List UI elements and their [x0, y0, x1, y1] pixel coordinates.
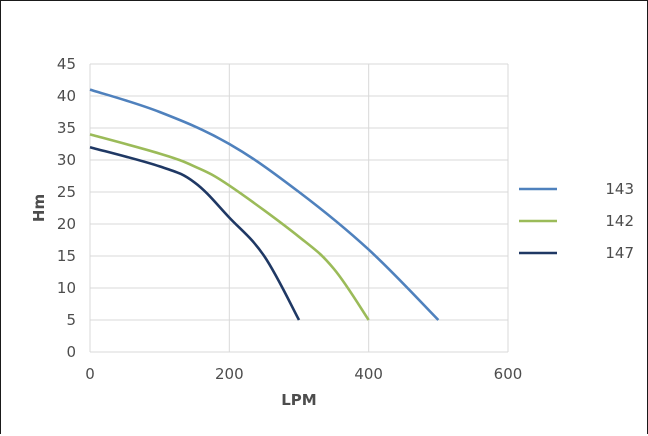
series-line-147 [89, 145, 301, 321]
y-tick-label: 25 [57, 183, 76, 201]
y-tick-label: 45 [57, 55, 76, 73]
y-tick-label: 20 [57, 215, 76, 233]
y-tick-label: 30 [57, 151, 76, 169]
legend-label-143: 143 [605, 180, 634, 198]
x-tick-label: 200 [215, 365, 244, 383]
legend: 143 142 147 [519, 180, 634, 262]
series-lines [89, 88, 440, 321]
x-axis-title: LPM [281, 391, 316, 409]
legend-label-147: 147 [605, 244, 634, 262]
series-line-142 [89, 133, 370, 321]
y-tick-label: 5 [66, 311, 76, 329]
y-tick-label: 35 [57, 119, 76, 137]
y-axis-title: Hm [30, 194, 48, 222]
x-tick-label: 0 [85, 365, 95, 383]
series-line-143 [89, 88, 440, 321]
x-tick-labels: 0 200 400 600 [85, 365, 522, 383]
legend-label-142: 142 [605, 212, 634, 230]
y-tick-label: 10 [57, 279, 76, 297]
x-tick-label: 600 [494, 365, 523, 383]
y-tick-labels: 0 5 10 15 20 25 30 35 40 45 [57, 55, 76, 361]
y-tick-label: 0 [66, 343, 76, 361]
x-tick-label: 400 [354, 365, 383, 383]
y-tick-label: 40 [57, 87, 76, 105]
y-tick-label: 15 [57, 247, 76, 265]
gridlines [89, 63, 509, 353]
